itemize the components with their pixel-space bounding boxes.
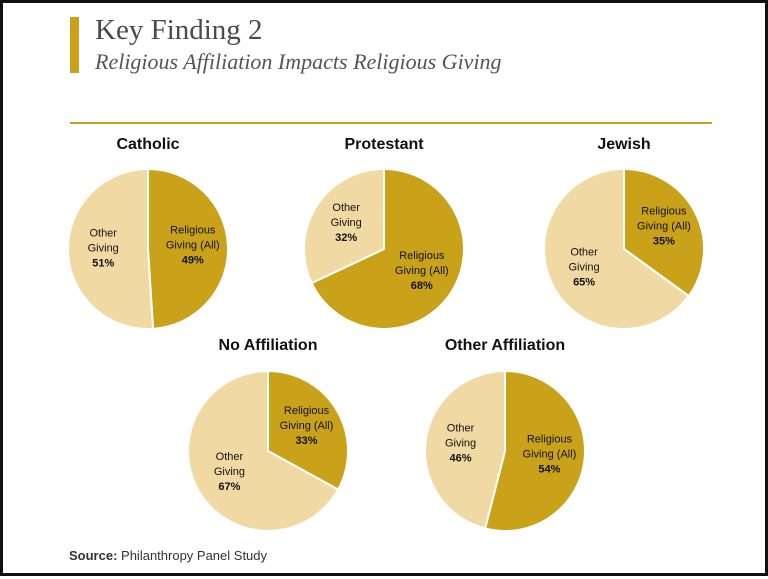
pie-charts: Religious Giving (All) 49%Other Giving 51%Re… [67,167,705,532]
pie-chart-title: Catholic [116,136,180,153]
pie-chart-title: Other Affiliation [444,337,566,354]
divider [70,122,712,124]
pie-slice-label: Religious Giving (All) 54% [523,434,577,476]
pie-chart-title: No Affiliation [218,337,318,354]
source-note: Source: Philanthropy Panel Study [69,548,267,563]
pie-chart-title: Jewish [597,136,651,153]
pie-slice-religious [147,167,229,330]
pie-slice-label: Religious Giving (All) 68% [395,250,449,292]
pie-slice-religious [310,167,465,330]
pie-chart: Religious Giving (All) 54% Other Giving 46% [424,369,586,532]
pie-chart: Religious Giving (All) 35% Other Giving 65% [543,167,705,330]
pie-slice-label: Other Giving 65% [568,246,599,288]
pie-slice-label: Religious Giving (All) 35% [637,206,691,248]
pie-slice-religious [483,369,586,532]
pie-slice-label: Other Giving 51% [88,227,119,269]
pie-slice-other [187,369,340,532]
pie-slice-religious [267,369,349,491]
accent-bar [70,17,79,73]
pie-slice-religious [623,167,705,298]
source-label: Source: [69,548,118,563]
pie-slice-other [303,167,385,285]
pie-slice-label: Other Giving 32% [331,202,362,244]
pie-slice-label: Religious Giving (All) 49% [166,225,220,267]
pie-slice-label: Religious Giving (All) 33% [280,405,334,447]
page-subtitle: Religious Affiliation Impacts Religious … [95,49,502,74]
pie-chart-title: Protestant [344,136,424,153]
pie-chart: Religious Giving (All) 33% Other Giving 67% [187,369,349,532]
page-title: Key Finding 2 [95,14,263,46]
pie-slice-label: Other Giving 67% [214,451,245,493]
pie-chart: Religious Giving (All) 68% Other Giving 32% [303,167,465,330]
pie-slice-label: Other Giving 46% [445,422,476,464]
pie-chart: Religious Giving (All) 49% Other Giving 51% [67,167,229,330]
pie-slice-other [543,167,691,330]
pie-slice-other [67,167,155,330]
source-text: Philanthropy Panel Study [121,548,268,563]
pie-slice-other [424,369,506,530]
